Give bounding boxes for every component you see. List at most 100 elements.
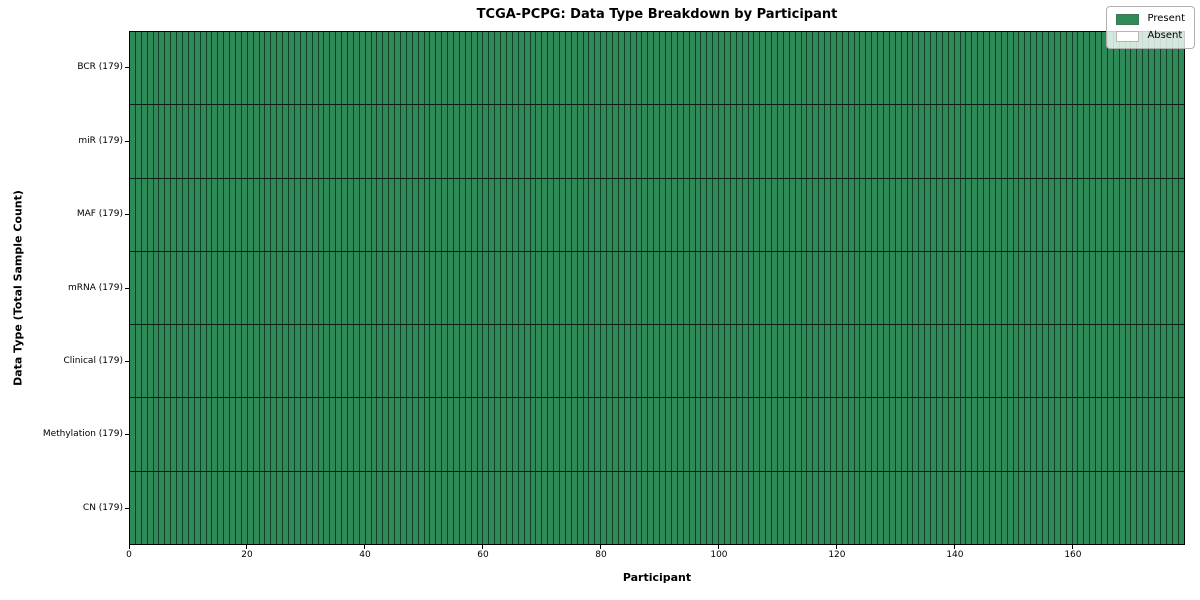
heatmap-cell — [140, 105, 147, 178]
heatmap-cell — [1159, 105, 1166, 178]
heatmap-cell — [1112, 251, 1119, 325]
heatmap-row — [130, 178, 1184, 252]
heatmap-cell — [930, 325, 937, 398]
heatmap-cell — [435, 32, 442, 105]
heatmap-cell — [576, 398, 583, 471]
heatmap-cell — [323, 325, 330, 398]
heatmap-cell — [971, 32, 978, 105]
heatmap-cell — [1148, 398, 1154, 471]
heatmap-cell — [187, 32, 194, 105]
heatmap-cell — [853, 178, 860, 251]
heatmap-cell — [800, 398, 807, 471]
heatmap-cell — [900, 32, 907, 105]
heatmap-cell — [606, 398, 613, 471]
heatmap-cell — [187, 398, 194, 471]
heatmap-cell — [829, 325, 836, 398]
heatmap-cell — [1077, 471, 1084, 544]
heatmap-cell — [859, 398, 866, 471]
heatmap-cell — [747, 178, 754, 251]
heatmap-cell — [617, 178, 624, 251]
heatmap-cell — [641, 398, 648, 471]
heatmap-cell — [906, 471, 913, 544]
heatmap-cell — [1065, 471, 1072, 544]
heatmap-cell — [282, 325, 289, 398]
heatmap-cell — [134, 325, 141, 398]
heatmap-cell — [405, 398, 412, 471]
heatmap-cell — [476, 105, 483, 178]
heatmap-cell — [559, 398, 565, 471]
heatmap-cell — [299, 178, 306, 251]
heatmap-cell — [776, 471, 783, 544]
heatmap-cell — [812, 471, 819, 544]
heatmap-cell — [871, 178, 878, 251]
heatmap-cell — [612, 251, 618, 325]
heatmap-cell — [335, 32, 342, 105]
heatmap-cell — [182, 251, 188, 325]
heatmap-cell — [470, 398, 477, 471]
heatmap-cell — [1059, 178, 1066, 251]
heatmap-cell — [853, 105, 860, 178]
heatmap-cell — [293, 105, 300, 178]
heatmap-cell — [947, 251, 954, 325]
heatmap-cell — [541, 32, 548, 105]
heatmap-cell — [240, 251, 247, 325]
heatmap-cell — [476, 178, 483, 251]
heatmap-cell — [311, 325, 318, 398]
heatmap-cell — [441, 251, 448, 325]
heatmap-cell — [965, 105, 972, 178]
heatmap-cell — [729, 32, 736, 105]
heatmap-cell — [441, 105, 448, 178]
heatmap-cell — [282, 251, 289, 325]
heatmap-cell — [806, 105, 813, 178]
heatmap-cell — [511, 32, 518, 105]
heatmap-cell — [1142, 251, 1149, 325]
heatmap-cell — [240, 325, 247, 398]
heatmap-cell — [170, 32, 177, 105]
heatmap-cell — [853, 471, 860, 544]
heatmap-cell — [659, 178, 666, 251]
heatmap-cell — [140, 325, 147, 398]
heatmap-cell — [405, 471, 412, 544]
heatmap-cell — [541, 398, 548, 471]
heatmap-cell — [1030, 32, 1037, 105]
heatmap-cell — [782, 251, 789, 325]
x-tick-mark — [718, 545, 720, 549]
heatmap-cell — [877, 105, 883, 178]
heatmap-cell — [959, 471, 966, 544]
heatmap-cell — [264, 325, 271, 398]
heatmap-cell — [164, 325, 171, 398]
heatmap-cell — [665, 251, 671, 325]
heatmap-cell — [912, 105, 919, 178]
heatmap-cell — [270, 325, 277, 398]
heatmap-cell — [288, 105, 294, 178]
heatmap-cell — [517, 32, 524, 105]
heatmap-cell — [706, 178, 713, 251]
heatmap-cell — [176, 471, 183, 544]
heatmap-cell — [847, 105, 854, 178]
heatmap-cell — [182, 325, 188, 398]
heatmap-cell — [600, 398, 607, 471]
heatmap-cell — [299, 325, 306, 398]
heatmap-cell — [859, 325, 866, 398]
heatmap-cell — [140, 398, 147, 471]
heatmap-cell — [588, 32, 595, 105]
heatmap-cell — [676, 178, 683, 251]
heatmap-cell — [682, 105, 689, 178]
heatmap-cell — [252, 398, 259, 471]
heatmap-cell — [989, 32, 995, 105]
heatmap-cell — [782, 471, 789, 544]
y-tick-label: Clinical (179) — [63, 355, 123, 366]
heatmap-cell — [282, 398, 289, 471]
heatmap-cell — [140, 178, 147, 251]
heatmap-cell — [759, 471, 766, 544]
heatmap-cell — [894, 32, 901, 105]
heatmap-cell — [1142, 325, 1149, 398]
heatmap-cell — [217, 32, 224, 105]
heatmap-cell — [182, 398, 188, 471]
heatmap-cell — [423, 398, 430, 471]
heatmap-cell — [835, 105, 842, 178]
heatmap-cell — [176, 178, 183, 251]
heatmap-cell — [364, 251, 371, 325]
heatmap-cell — [853, 32, 860, 105]
heatmap-cell — [317, 325, 324, 398]
